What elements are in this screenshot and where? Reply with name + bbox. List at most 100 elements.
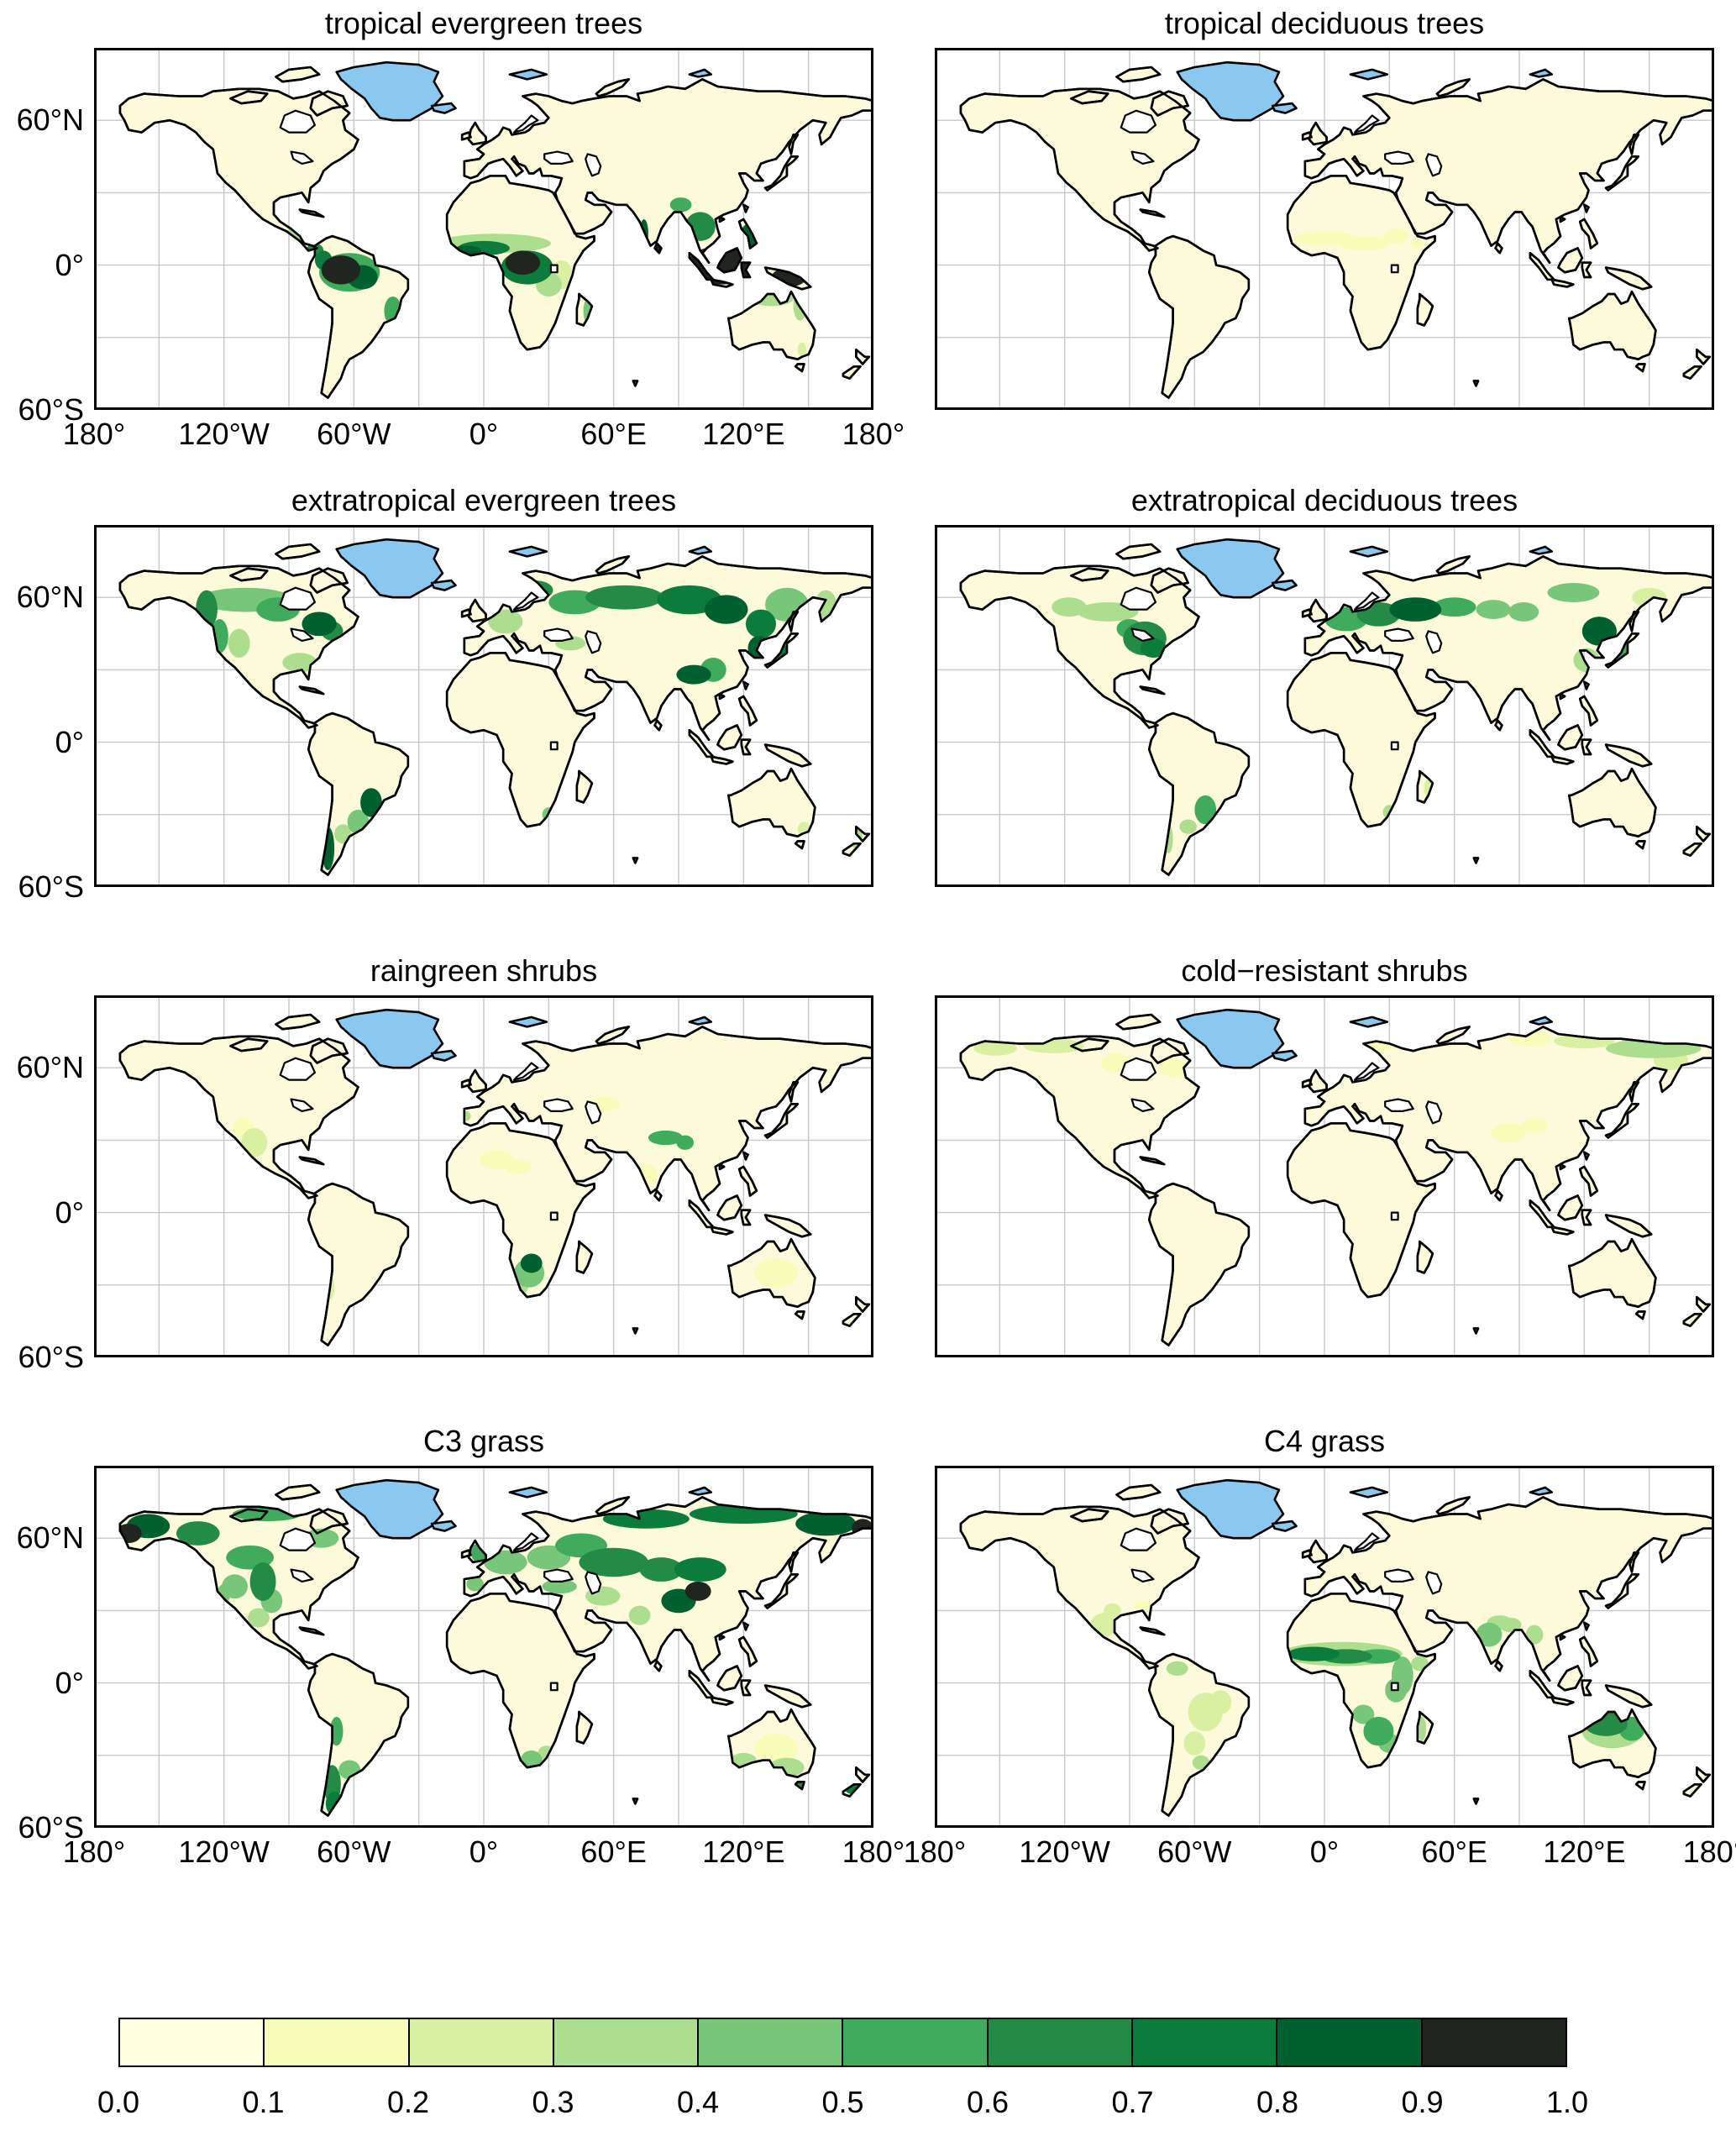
colorbar-tick-label: 1.0 xyxy=(1545,2085,1589,2119)
lakes xyxy=(279,586,602,751)
coastline xyxy=(959,1483,1714,1817)
x-axis-tick-label: 180° xyxy=(842,417,905,451)
panel-raingreen-shrubs: raingreen shrubs 60°N 0° 60°S xyxy=(17,953,873,1374)
ice-sheet xyxy=(1176,60,1554,122)
colorbar-tick-label: 0.4 xyxy=(676,2085,720,2119)
colorbar-tick-label: 0.3 xyxy=(532,2085,574,2119)
panel-title: extratropical deciduous trees xyxy=(1130,483,1518,517)
x-axis-tick-label: 120°E xyxy=(702,1834,785,1869)
colorbar-segment xyxy=(1276,2019,1421,2065)
y-axis-tick-label: 60°N xyxy=(16,1520,84,1556)
y-axis-tick-label: 0° xyxy=(55,1194,84,1230)
colorbar-segment xyxy=(552,2019,698,2065)
world-map xyxy=(935,525,1714,887)
y-axis-tick-label: 0° xyxy=(55,724,84,759)
world-map xyxy=(94,48,873,410)
panel-c4-grass: C4 grass 180° 120°W 60°W 0° 60°E 120°E 180° xyxy=(904,1424,1736,1869)
y-axis-tick-label: 60°N xyxy=(16,1050,84,1085)
panel-tropical-deciduous-trees: tropical deciduous trees xyxy=(935,6,1714,410)
colorbar-tick-label: 0.0 xyxy=(97,2085,140,2119)
colorbar-tick-label: 0.1 xyxy=(242,2085,285,2119)
ice-sheet xyxy=(1176,538,1554,599)
x-axis-tick-label: 60°E xyxy=(1421,1834,1487,1869)
x-axis-tick-label: 180° xyxy=(1682,1834,1736,1869)
world-map-svg xyxy=(94,1466,873,1828)
y-axis-tick-label: 60°S xyxy=(18,392,84,427)
ice-sheet xyxy=(335,1478,713,1540)
colorbar-segment xyxy=(697,2019,842,2065)
world-map-svg xyxy=(94,995,873,1357)
colorbar-segment xyxy=(120,2019,264,2065)
panel-title: raingreen shrubs xyxy=(370,953,598,988)
world-map xyxy=(935,995,1714,1357)
panel-title: cold−resistant shrubs xyxy=(1181,953,1468,988)
ice-sheet xyxy=(335,60,713,122)
x-axis-tick-label: 60°W xyxy=(317,1834,391,1869)
panel-tropical-evergreen-trees: tropical evergreen trees 60°N 0° 60°S 180° 1… xyxy=(17,6,905,451)
y-axis-tick-label: 0° xyxy=(55,247,84,282)
x-axis-tick-label: 60°W xyxy=(1157,1834,1232,1869)
coastline xyxy=(959,1013,1714,1346)
lakes xyxy=(1120,109,1443,274)
coastline xyxy=(959,543,1714,876)
lakes xyxy=(279,109,602,274)
panel-title: C4 grass xyxy=(1263,1424,1386,1458)
coastline xyxy=(118,1483,873,1817)
lakes xyxy=(1120,586,1443,751)
colorbar xyxy=(118,2018,1567,2067)
ice-sheet xyxy=(1176,1478,1554,1540)
y-axis-tick-label: 60°S xyxy=(18,869,84,904)
x-axis-tick-label: 120°E xyxy=(702,417,785,451)
x-axis-tick-label: 0° xyxy=(469,1834,499,1869)
ice-sheet xyxy=(335,538,713,599)
x-axis-tick-label: 180° xyxy=(903,1834,967,1869)
coastline xyxy=(118,1013,873,1346)
world-map-svg xyxy=(94,48,873,410)
colorbar-tick-label: 0.2 xyxy=(386,2085,430,2119)
lakes xyxy=(279,1527,602,1692)
world-map-svg xyxy=(935,48,1714,410)
x-axis-tick-label: 180° xyxy=(842,1834,905,1869)
lakes xyxy=(1120,1057,1443,1221)
world-map xyxy=(94,525,873,887)
panel-extratropical-evergreen-trees: extratropical evergreen trees 60°N 0° 60°S xyxy=(17,483,873,904)
world-map xyxy=(94,995,873,1357)
colorbar-segment xyxy=(1420,2019,1566,2065)
x-axis-tick-label: 60°E xyxy=(580,1834,647,1869)
panel-extratropical-deciduous-trees: extratropical deciduous trees xyxy=(935,483,1714,887)
world-map xyxy=(94,1466,873,1828)
world-map-svg xyxy=(94,525,873,887)
colorbar-tick-label: 0.8 xyxy=(1256,2085,1299,2119)
world-map xyxy=(935,1466,1714,1828)
x-axis-tick-label: 120°W xyxy=(178,1834,270,1869)
world-map xyxy=(935,48,1714,410)
colorbar-segment xyxy=(842,2019,987,2065)
panel-cold-resistant-shrubs: cold−resistant shrubs xyxy=(935,953,1714,1357)
colorbar-tick-label: 0.5 xyxy=(821,2085,864,2119)
panel-c3-grass: C3 grass 60°N 0° 60°S 180° 120°W 60°W 0° 60°E 12… xyxy=(17,1424,905,1869)
colorbar-segment xyxy=(263,2019,408,2065)
y-axis-tick-label: 0° xyxy=(55,1665,84,1700)
x-axis-tick-label: 120°E xyxy=(1543,1834,1626,1869)
x-axis-tick-label: 120°W xyxy=(178,417,270,451)
lakes xyxy=(1120,1527,1443,1692)
colorbar-segment xyxy=(1131,2019,1277,2065)
y-axis-tick-label: 60°S xyxy=(18,1810,84,1845)
ice-sheet xyxy=(1176,1008,1554,1069)
panel-title: tropical deciduous trees xyxy=(1164,6,1485,40)
x-axis-tick-label: 0° xyxy=(469,417,499,451)
x-axis-tick-label: 60°W xyxy=(317,417,391,451)
y-axis-tick-label: 60°S xyxy=(18,1340,84,1374)
coastline xyxy=(118,66,873,399)
x-axis-tick-label: 180° xyxy=(62,1834,126,1869)
coastline xyxy=(959,66,1714,399)
colorbar-segment xyxy=(407,2019,553,2065)
colorbar-tick-label: 0.6 xyxy=(966,2085,1010,2119)
colorbar-tick-label: 0.9 xyxy=(1401,2085,1444,2119)
coverage-data xyxy=(1293,228,1424,251)
ice-sheet xyxy=(335,1008,713,1069)
y-axis-tick-label: 60°N xyxy=(16,580,84,615)
x-axis-tick-label: 180° xyxy=(62,417,126,451)
coverage-data xyxy=(1090,1600,1645,1771)
